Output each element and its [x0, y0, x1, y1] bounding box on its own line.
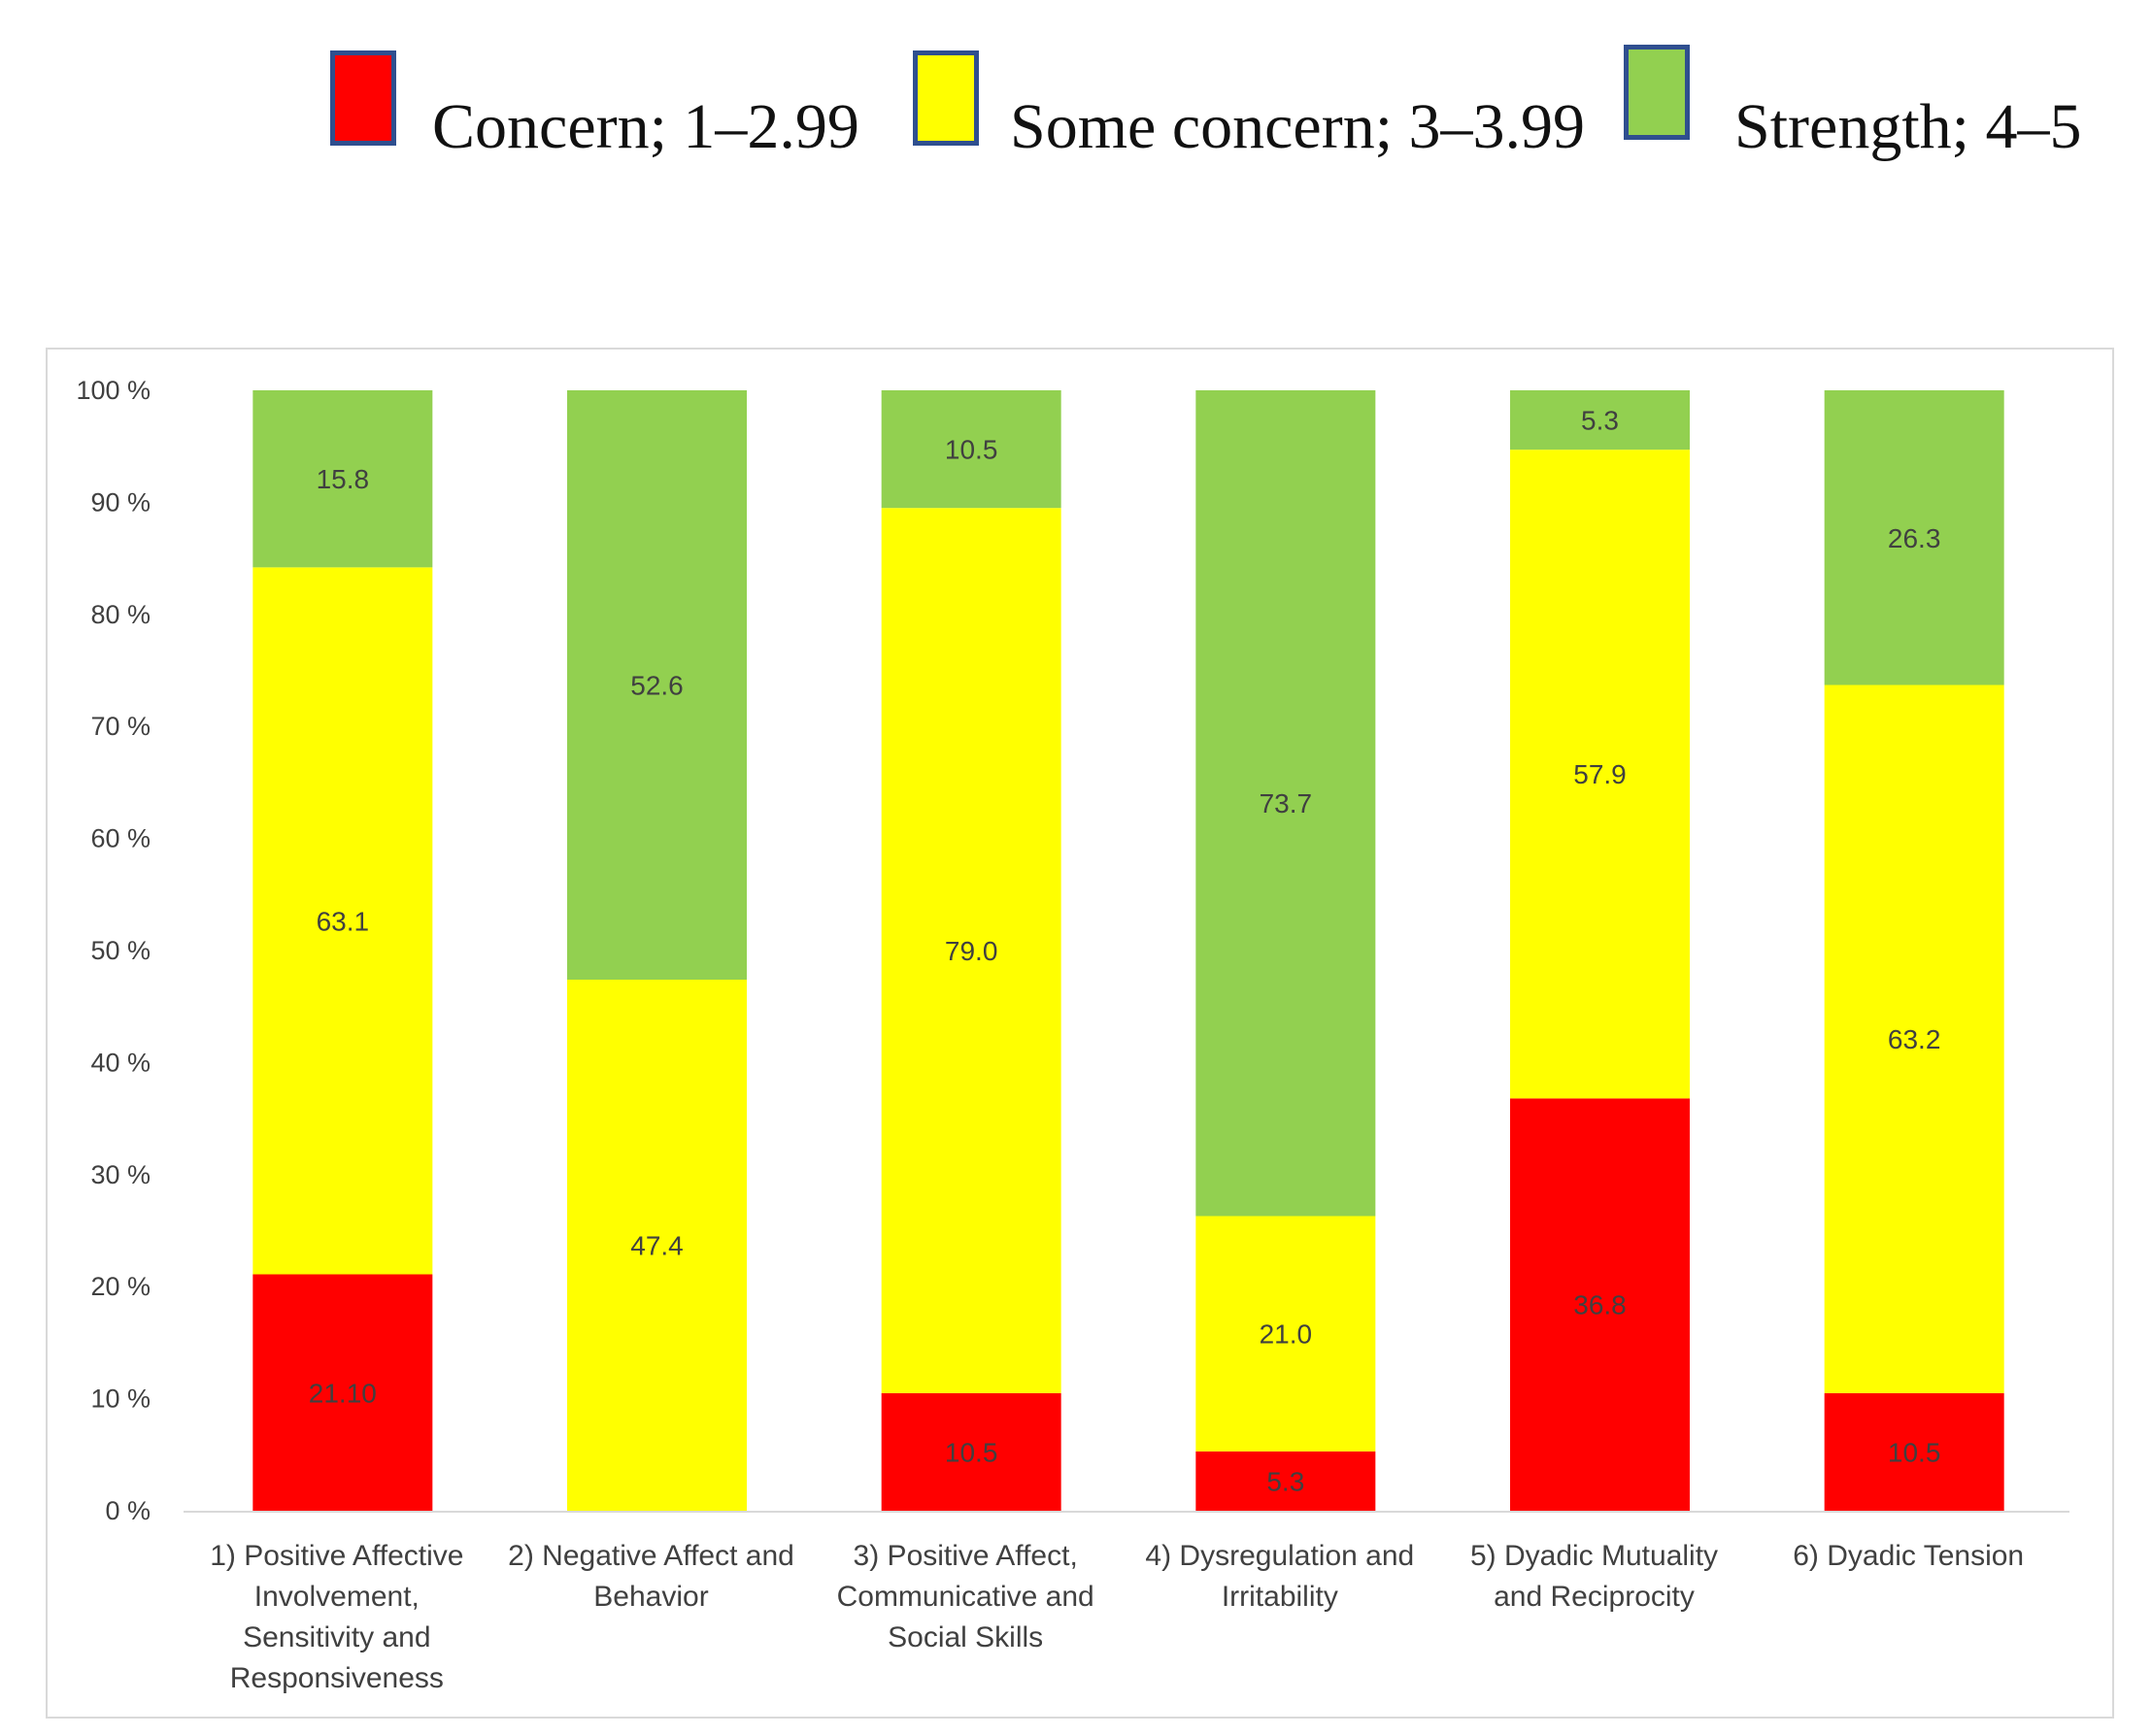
y-tick-label: 10 %: [90, 1385, 151, 1414]
data-label: 5.3: [1581, 406, 1619, 436]
y-tick-label: 80 %: [90, 600, 151, 629]
legend-label-some-concern: Some concern; 3–3.99: [1010, 91, 1586, 162]
bar-segment: [1510, 450, 1690, 1099]
data-label: 79.0: [945, 936, 998, 966]
x-category-label: 6) Dyadic Tension: [1793, 1540, 2024, 1572]
legend-swatch-concern: [330, 50, 396, 146]
legend-swatch-some-concern: [913, 50, 979, 146]
data-label: 36.8: [1573, 1290, 1627, 1320]
bar-segment: [1510, 390, 1690, 451]
y-tick-label: 50 %: [90, 936, 151, 965]
bar-segment: [252, 567, 433, 1275]
y-tick-label: 40 %: [90, 1048, 151, 1077]
chart-legend: Concern; 1–2.99 Some concern; 3–3.99 Str…: [0, 0, 2152, 194]
y-tick-label: 70 %: [90, 712, 151, 741]
data-label: 21.0: [1260, 1319, 1313, 1350]
x-category-label: Behavior: [593, 1581, 708, 1613]
legend-label-strength: Strength; 4–5: [1734, 91, 2082, 162]
data-label: 73.7: [1260, 788, 1313, 818]
bar-segment: [1824, 684, 2004, 1393]
y-tick-label: 30 %: [90, 1160, 151, 1189]
y-tick-label: 0 %: [105, 1496, 151, 1525]
bar-segment: [1195, 1451, 1376, 1511]
data-label: 10.5: [945, 435, 998, 465]
y-tick-label: 60 %: [90, 824, 151, 853]
x-category-label: 1) Positive Affective: [210, 1540, 463, 1572]
data-label: 10.5: [945, 1437, 998, 1467]
y-tick-label: 90 %: [90, 487, 151, 517]
bar-segment: [567, 390, 747, 981]
y-tick-label: 20 %: [90, 1272, 151, 1301]
bar-segment: [1824, 390, 2004, 685]
stacked-bar-chart: 0 % 10 % 20 % 30 % 40 % 50 % 60 % 70 % 80 % 90 % 1…: [76, 376, 2069, 1694]
data-label: 15.8: [317, 464, 370, 494]
data-label: 26.3: [1888, 523, 1941, 553]
x-category-label: and Reciprocity: [1494, 1581, 1695, 1613]
data-label: 5.3: [1266, 1466, 1304, 1496]
bar-segment: [881, 1392, 1061, 1511]
bar-segment: [252, 1274, 433, 1511]
x-category-label: Sensitivity and: [243, 1621, 430, 1653]
x-category-label: 2) Negative Affect and: [508, 1540, 794, 1572]
data-label: 63.2: [1888, 1024, 1941, 1054]
legend-swatch-strength: [1624, 45, 1690, 140]
legend-label-concern: Concern; 1–2.99: [432, 91, 859, 162]
data-label: 10.5: [1888, 1437, 1941, 1467]
bar-segment: [1824, 1392, 2004, 1511]
chart-area: 0 % 10 % 20 % 30 % 40 % 50 % 60 % 70 % 80 % 90 % 1…: [46, 348, 2114, 1719]
bar-segment: [881, 390, 1061, 509]
bar-segment: [1195, 1216, 1376, 1452]
bar-segment: [567, 980, 747, 1511]
x-category-label: Communicative and: [837, 1581, 1094, 1613]
data-label: 57.9: [1573, 759, 1627, 789]
bar-segment: [1195, 390, 1376, 1217]
x-category-label: 3) Positive Affect,: [854, 1540, 1078, 1572]
x-category-label: 4) Dysregulation and: [1145, 1540, 1414, 1572]
data-label: 63.1: [317, 906, 370, 936]
x-category-label: Irritability: [1222, 1581, 1338, 1613]
bar-segment: [881, 508, 1061, 1393]
data-label: 52.6: [630, 671, 684, 701]
bar-segment: [252, 390, 433, 568]
data-label: 47.4: [630, 1231, 684, 1261]
bar-segment: [1510, 1098, 1690, 1511]
x-category-label: Social Skills: [888, 1621, 1043, 1653]
data-label: 21.10: [309, 1378, 377, 1408]
y-tick-label: 100 %: [76, 376, 151, 405]
x-category-label: Responsiveness: [230, 1662, 444, 1694]
x-category-label: Involvement,: [254, 1581, 420, 1613]
x-category-label: 5) Dyadic Mutuality: [1470, 1540, 1718, 1572]
